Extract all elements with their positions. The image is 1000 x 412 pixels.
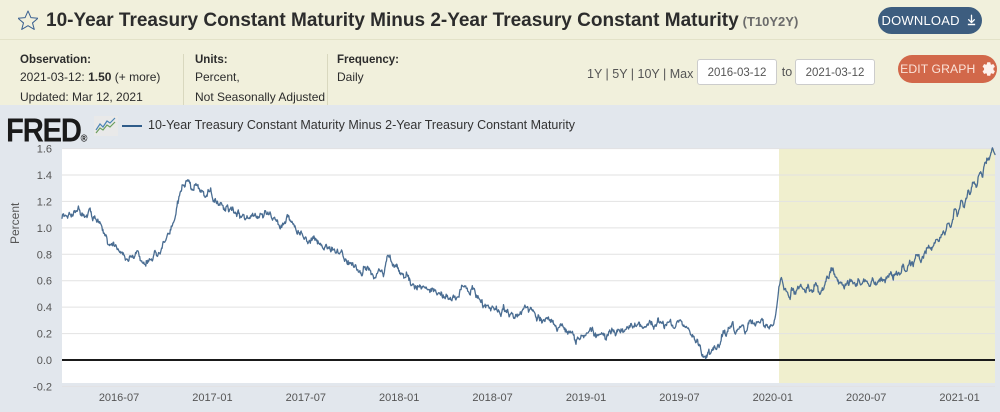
svg-text:2018-07: 2018-07 xyxy=(472,392,512,404)
svg-text:0.8: 0.8 xyxy=(37,249,52,261)
svg-text:2019-07: 2019-07 xyxy=(659,392,699,404)
svg-text:0.4: 0.4 xyxy=(37,302,52,314)
svg-text:1.6: 1.6 xyxy=(37,144,52,156)
svg-text:2016-07: 2016-07 xyxy=(99,392,139,404)
svg-text:2021-01: 2021-01 xyxy=(939,392,979,404)
svg-text:2019-01: 2019-01 xyxy=(566,392,606,404)
svg-text:-0.2: -0.2 xyxy=(33,381,52,393)
svg-text:0.0: 0.0 xyxy=(37,355,52,367)
svg-text:0.2: 0.2 xyxy=(37,329,52,341)
svg-text:0.6: 0.6 xyxy=(37,276,52,288)
svg-text:1.2: 1.2 xyxy=(37,196,52,208)
svg-text:2020-01: 2020-01 xyxy=(753,392,793,404)
svg-text:2017-07: 2017-07 xyxy=(286,392,326,404)
svg-text:1.4: 1.4 xyxy=(37,170,52,182)
svg-text:2020-07: 2020-07 xyxy=(846,392,886,404)
svg-text:2018-01: 2018-01 xyxy=(379,392,419,404)
svg-text:1.0: 1.0 xyxy=(37,223,52,235)
svg-text:2017-01: 2017-01 xyxy=(192,392,232,404)
